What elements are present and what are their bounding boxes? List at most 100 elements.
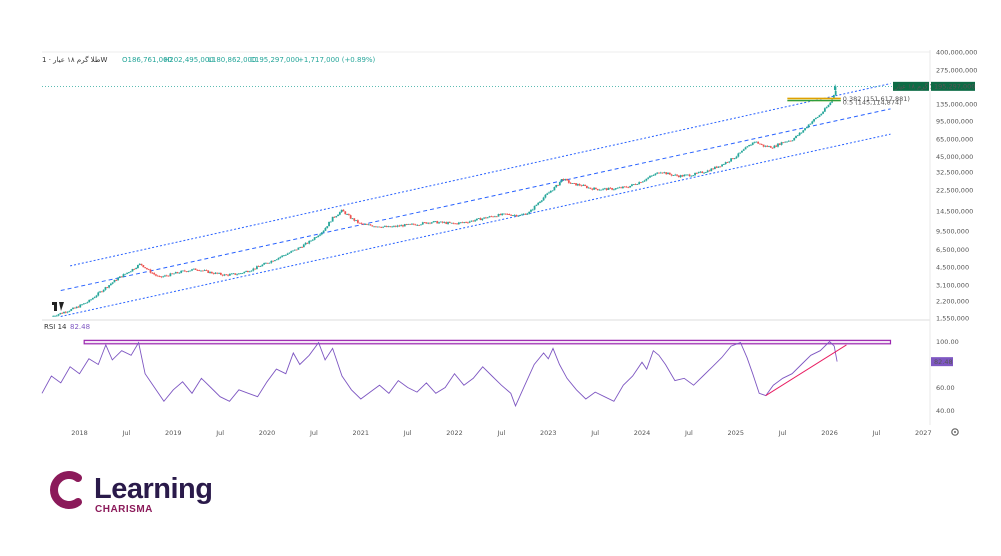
rsi-tick-label: 60.00 [936, 384, 955, 392]
candle-body [454, 223, 457, 225]
candle-body [189, 270, 192, 272]
candle-body [140, 263, 143, 266]
price-tick-label: 1,550,000 [936, 315, 969, 323]
candle-body [171, 273, 174, 275]
time-tick-label: 2021 [352, 429, 369, 437]
candle-body [748, 144, 751, 147]
candle-body [183, 270, 186, 272]
candle-body [236, 274, 238, 276]
candle-body [416, 224, 419, 226]
candle-body [722, 164, 725, 165]
candle-body [472, 220, 475, 222]
candle-body [530, 209, 532, 212]
candle-body [191, 269, 193, 271]
candle-body [436, 221, 439, 224]
candle-body [120, 276, 123, 278]
candle-body [284, 254, 287, 256]
candle-body [737, 153, 740, 157]
candle-body [353, 218, 356, 221]
candle-body [344, 211, 347, 215]
price-tick-label: 3,100,000 [936, 281, 969, 289]
candle-body [490, 216, 493, 218]
candles [52, 84, 837, 317]
candle-body [575, 183, 577, 186]
candle-body [308, 240, 311, 244]
candle-body [465, 222, 467, 223]
candle-body [461, 222, 464, 224]
candle-body [349, 215, 352, 219]
candle-body [625, 186, 628, 188]
candle-body [187, 271, 190, 272]
price-tick-label: 4,500,000 [936, 263, 969, 271]
candle-body [311, 239, 314, 241]
brand-tagline: CHARISMA [95, 504, 153, 515]
price-tick-label: 135,000,000 [936, 101, 977, 109]
candle-body [616, 187, 619, 189]
candle-body [126, 272, 129, 274]
candle-body [827, 105, 830, 108]
brand-c-icon [50, 471, 82, 509]
fib-level-label: 0.5 (145,114,874) [843, 99, 902, 107]
symbol-title[interactable]: طلا گرم ۱۸ عیار · 1W [42, 55, 107, 64]
candle-body [481, 218, 484, 221]
candle-body [394, 225, 397, 227]
candle-body [519, 215, 522, 216]
candle-body [247, 271, 249, 273]
candle-body [539, 201, 541, 203]
candle-body [510, 214, 513, 216]
candle-body [796, 135, 799, 137]
candle-body [605, 188, 608, 190]
settings-gear-icon[interactable] [951, 428, 959, 436]
candle-body [241, 273, 244, 274]
candle-body [551, 190, 554, 192]
candle-body [658, 172, 660, 174]
candle-body [389, 226, 392, 228]
candle-body [802, 130, 805, 133]
candle-body [488, 216, 491, 218]
candle-body [57, 314, 60, 316]
time-tick-label: Jul [121, 429, 130, 437]
candle-body [90, 299, 92, 301]
candle-body [759, 143, 761, 145]
candle-body [557, 184, 559, 186]
candle-body [355, 220, 357, 221]
candle-body [259, 266, 262, 268]
rsi-label[interactable]: RSI 14 [44, 323, 67, 331]
candle-body [113, 279, 116, 283]
price-channel [60, 83, 891, 317]
candle-body [201, 270, 204, 272]
time-tick-label: 2024 [634, 429, 651, 437]
candle-body [614, 188, 617, 190]
candle-body [375, 226, 377, 228]
candle-body [54, 315, 56, 317]
candle-body [427, 222, 430, 224]
candle-body [268, 262, 271, 264]
candle-body [681, 175, 684, 177]
ohlc-change: +1,717,000 (+0.89%) [298, 56, 376, 64]
candle-body [695, 172, 698, 174]
candle-body [434, 221, 437, 222]
candle-body [679, 175, 682, 178]
candle-body [676, 174, 678, 176]
candle-body [719, 166, 722, 168]
candle-body [142, 265, 145, 268]
candle-body [59, 312, 62, 315]
candle-body [99, 291, 101, 293]
candle-body [160, 276, 163, 278]
candle-body [167, 275, 170, 277]
candle-body [515, 214, 518, 217]
candle-body [459, 222, 462, 224]
candle-body [81, 304, 83, 306]
candle-body [301, 247, 303, 248]
candle-body [800, 132, 803, 134]
brand-name: Learning [94, 473, 213, 505]
candle-body [281, 255, 284, 257]
last-price-name: طلا گرم ۱۸ عیار [894, 83, 939, 91]
candle-body [324, 227, 327, 231]
candle-body [129, 271, 132, 273]
candle-body [302, 244, 305, 248]
candle-body [609, 187, 612, 189]
candle-body [594, 187, 597, 189]
candle-body [146, 268, 148, 270]
